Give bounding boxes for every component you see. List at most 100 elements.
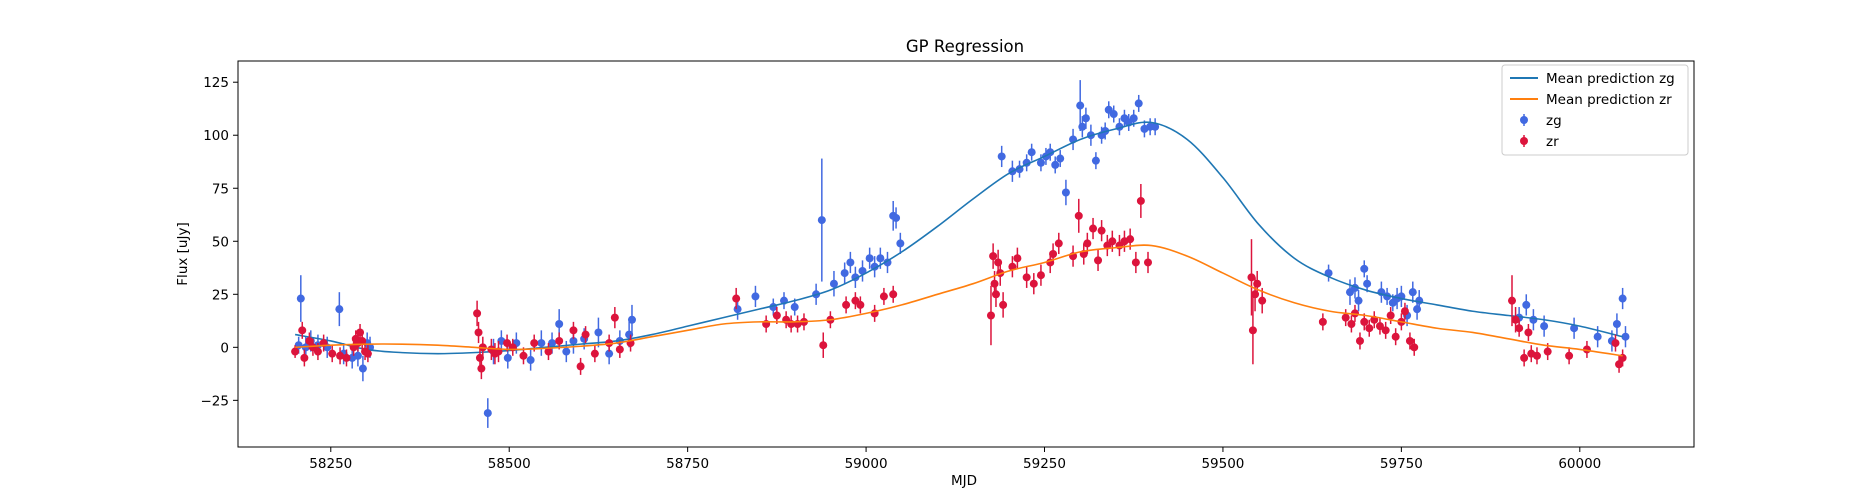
zg-data-point bbox=[296, 294, 305, 303]
mean-prediction-zr-line bbox=[295, 244, 1623, 357]
zr-data-point bbox=[1532, 351, 1541, 360]
zr-data-point bbox=[1144, 258, 1152, 267]
zr-data-point bbox=[336, 351, 345, 360]
zr-data-point bbox=[569, 326, 578, 335]
zg-data-point bbox=[1570, 324, 1579, 333]
legend-swatch-zr-marker bbox=[1520, 137, 1528, 145]
zr-data-point bbox=[544, 347, 553, 356]
zg-data-point bbox=[605, 349, 614, 358]
zr-data-point bbox=[1248, 326, 1257, 335]
zr-data-point bbox=[615, 345, 624, 354]
x-tick-label: 58750 bbox=[666, 456, 709, 472]
zr-data-point bbox=[555, 336, 564, 345]
zr-data-point bbox=[1029, 279, 1038, 288]
zg-data-point bbox=[997, 152, 1006, 161]
y-tick-label: 75 bbox=[212, 181, 229, 197]
zr-data-point bbox=[1410, 343, 1419, 352]
zr-data-point bbox=[1520, 353, 1529, 362]
zr-data-point bbox=[477, 364, 486, 373]
zr-data-point bbox=[732, 294, 741, 303]
y-tick-label: 25 bbox=[212, 287, 229, 303]
zg-data-point bbox=[1621, 332, 1630, 341]
zr-data-point bbox=[1391, 332, 1400, 341]
zr-data-point bbox=[1097, 226, 1106, 235]
zr-data-point bbox=[581, 330, 590, 339]
legend: Mean prediction zg Mean prediction zr zg… bbox=[1501, 64, 1689, 156]
zg-data-point bbox=[790, 303, 799, 312]
zg-data-point bbox=[840, 269, 849, 278]
y-tick-label: 100 bbox=[203, 128, 229, 144]
zr-data-point bbox=[298, 326, 307, 335]
zr-data-point bbox=[1094, 256, 1103, 265]
legend-label-zr-line: Mean prediction zr bbox=[1546, 92, 1672, 108]
x-tick-label: 59750 bbox=[1380, 456, 1423, 472]
zr-data-point bbox=[986, 311, 995, 320]
zr-data-point bbox=[1511, 315, 1520, 324]
zg-data-point bbox=[1363, 279, 1372, 288]
zg-data-point bbox=[817, 216, 826, 225]
zg-data-point bbox=[569, 336, 578, 345]
x-tick-label: 58250 bbox=[309, 456, 352, 472]
zr-data-point bbox=[999, 300, 1008, 309]
y-tick-label: −25 bbox=[201, 393, 230, 409]
zr-data-point bbox=[819, 341, 828, 350]
zr-data-point bbox=[1074, 211, 1083, 220]
zg-data-point bbox=[353, 351, 362, 360]
plot-frame bbox=[237, 60, 1695, 448]
x-tick-label: 59250 bbox=[1023, 456, 1066, 472]
zg-data-point bbox=[733, 305, 742, 314]
zr-data-point bbox=[1355, 336, 1364, 345]
zr-data-point bbox=[991, 290, 1000, 299]
zr-data-point bbox=[879, 292, 888, 301]
zg-data-point bbox=[358, 364, 367, 373]
zr-data-point bbox=[842, 300, 851, 309]
zg-data-point bbox=[846, 258, 855, 267]
zr-data-point bbox=[503, 339, 512, 348]
zg-data-point bbox=[594, 328, 603, 337]
zr-data-point bbox=[1543, 347, 1552, 356]
zg-data-point bbox=[548, 339, 557, 348]
zr-data-point bbox=[1565, 351, 1574, 360]
zr-data-point bbox=[1258, 296, 1267, 305]
zr-data-point bbox=[305, 336, 314, 345]
zr-data-point bbox=[473, 309, 482, 318]
zr-data-point bbox=[610, 313, 619, 322]
zr-data-point bbox=[772, 311, 781, 320]
zr-data-point bbox=[358, 336, 367, 345]
zg-data-point bbox=[1051, 160, 1060, 169]
zg-data-point bbox=[896, 239, 905, 248]
zg-data-point bbox=[483, 409, 492, 418]
zr-data-point bbox=[1036, 271, 1045, 280]
zr-data-point bbox=[605, 339, 614, 348]
x-axis-label: MJD bbox=[951, 473, 977, 489]
x-tick-label: 60000 bbox=[1558, 456, 1601, 472]
zg-data-point bbox=[751, 292, 760, 301]
zg-data-point bbox=[865, 254, 874, 263]
zr-data-point bbox=[1381, 326, 1390, 335]
zr-data-point bbox=[1083, 239, 1092, 248]
zg-data-point bbox=[1129, 114, 1138, 123]
zr-data-point bbox=[889, 290, 898, 299]
zg-data-point bbox=[335, 305, 344, 314]
zg-data-point bbox=[858, 266, 867, 275]
zr-data-point bbox=[1131, 258, 1140, 267]
zr-data-point bbox=[1375, 322, 1384, 331]
zr-data-point bbox=[1524, 328, 1533, 337]
zr-data-point bbox=[300, 353, 309, 362]
zr-data-point bbox=[1365, 324, 1374, 333]
zr-data-point bbox=[363, 349, 372, 358]
x-tick-label: 59000 bbox=[845, 456, 888, 472]
zr-data-point bbox=[1360, 317, 1369, 326]
zr-data-point bbox=[1405, 336, 1414, 345]
zr-data-point bbox=[576, 362, 585, 371]
zr-data-point bbox=[1049, 250, 1058, 258]
zr-data-point bbox=[1253, 279, 1262, 288]
zg-data-point bbox=[1618, 294, 1627, 303]
zg-data-point bbox=[1027, 148, 1036, 157]
zg-data-point bbox=[627, 315, 636, 324]
zg-data-point bbox=[1081, 114, 1090, 123]
zr-data-point bbox=[519, 351, 528, 360]
zr-data-point bbox=[590, 349, 599, 358]
zr-data-point bbox=[1386, 311, 1395, 320]
